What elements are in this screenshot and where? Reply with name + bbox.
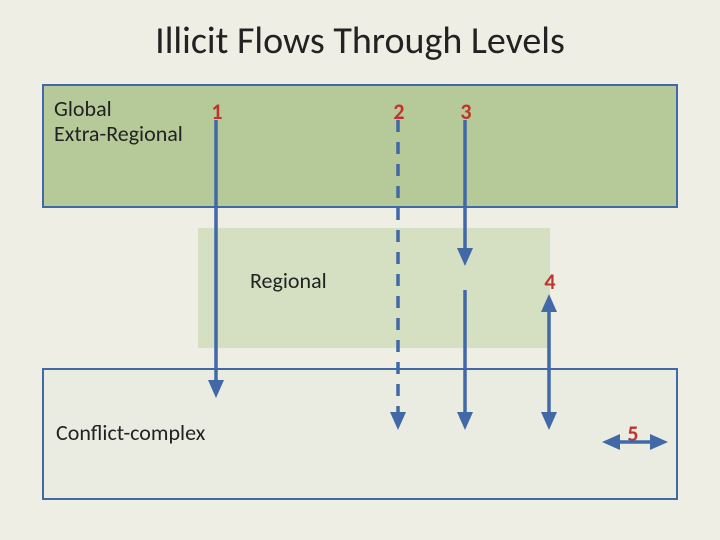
number-3: 3 <box>456 98 476 125</box>
label-conflict: Conflict-complex <box>56 420 205 445</box>
label-global: GlobalExtra-Regional <box>54 96 183 147</box>
number-5: 5 <box>623 420 643 447</box>
label-regional: Regional <box>250 268 327 293</box>
number-1: 1 <box>207 98 227 125</box>
number-2: 2 <box>389 98 409 125</box>
page-title: Illicit Flows Through Levels <box>0 18 720 64</box>
number-4: 4 <box>540 268 560 295</box>
